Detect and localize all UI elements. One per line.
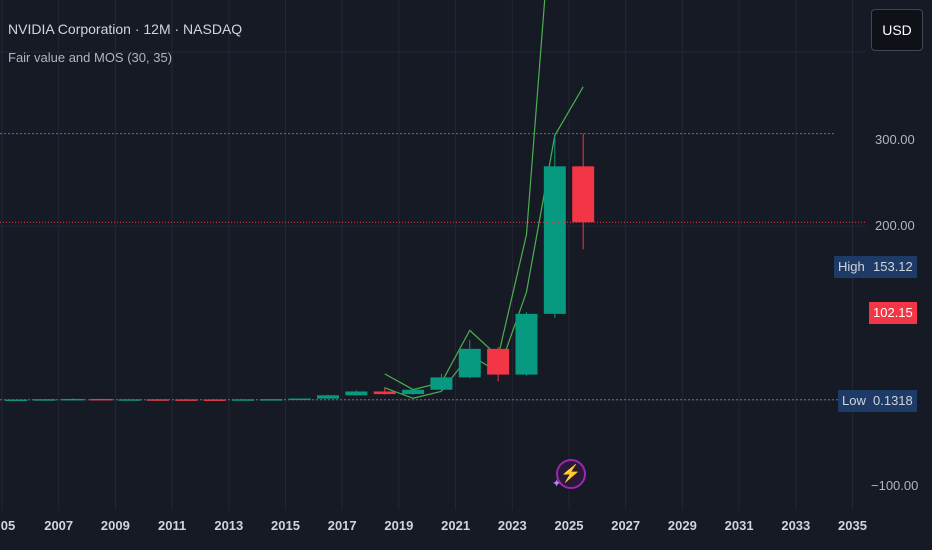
last-price-value: 102.15: [869, 302, 917, 324]
price-tick-label: 300.00: [875, 132, 915, 147]
fair-value-line: [384, 86, 584, 399]
time-tick-label: 2023: [497, 518, 527, 533]
candle-body: [487, 348, 510, 375]
price-tick-label: 200.00: [875, 218, 915, 233]
time-tick-label: 2025: [554, 518, 584, 533]
candle-body: [458, 348, 481, 378]
fair-value-lines: [384, 0, 584, 399]
candle-body: [203, 399, 226, 401]
candle-body: [572, 166, 595, 223]
price-tick-label: −100.00: [871, 478, 919, 493]
chart-title: NVIDIA Corporation · 12M · NASDAQ: [8, 21, 243, 37]
candle-body: [175, 399, 198, 401]
time-tick-label: 2033: [781, 518, 811, 533]
sparkle-icon: ✦: [552, 478, 562, 490]
candlestick-series: [5, 133, 595, 402]
time-tick-label: 2021: [441, 518, 471, 533]
time-tick-label: 2019: [384, 518, 414, 533]
time-tick-label: 2029: [667, 518, 697, 533]
high-label: High: [834, 256, 869, 278]
reference-lines: [0, 133, 866, 401]
time-tick-label: 2027: [611, 518, 641, 533]
candle-body: [317, 395, 340, 399]
low-label: Low: [838, 390, 870, 412]
time-tick-label: 2013: [214, 518, 244, 533]
time-tick-label: 2031: [724, 518, 754, 533]
time-tick-label: 2035: [838, 518, 867, 533]
indicator-legend[interactable]: Fair value and MOS (30, 35): [8, 50, 173, 65]
low-value: 0.1318: [869, 390, 917, 412]
chart-grid: [0, 0, 866, 510]
candle-body: [430, 377, 453, 390]
candle-body: [543, 166, 566, 314]
candle-body: [515, 313, 538, 375]
candle-body: [260, 399, 283, 401]
time-tick-label: 2017: [327, 518, 357, 533]
high-value: 153.12: [869, 256, 917, 278]
fair-value-line: [384, 0, 546, 391]
candle-body: [288, 398, 311, 401]
time-tick-label: 2015: [271, 518, 300, 533]
time-tick-label: 2009: [100, 518, 130, 533]
time-tick-label: 2007: [44, 518, 74, 533]
candle-body: [402, 389, 425, 395]
time-tick-label: 2011: [157, 518, 187, 533]
lightning-icon[interactable]: ⚡: [556, 459, 586, 489]
candle-body: [373, 391, 396, 395]
currency-button[interactable]: USD: [871, 9, 923, 51]
candle-body: [5, 399, 28, 402]
time-tick-label: 05: [0, 518, 16, 533]
candle-body: [231, 399, 254, 401]
candle-body: [345, 391, 368, 396]
